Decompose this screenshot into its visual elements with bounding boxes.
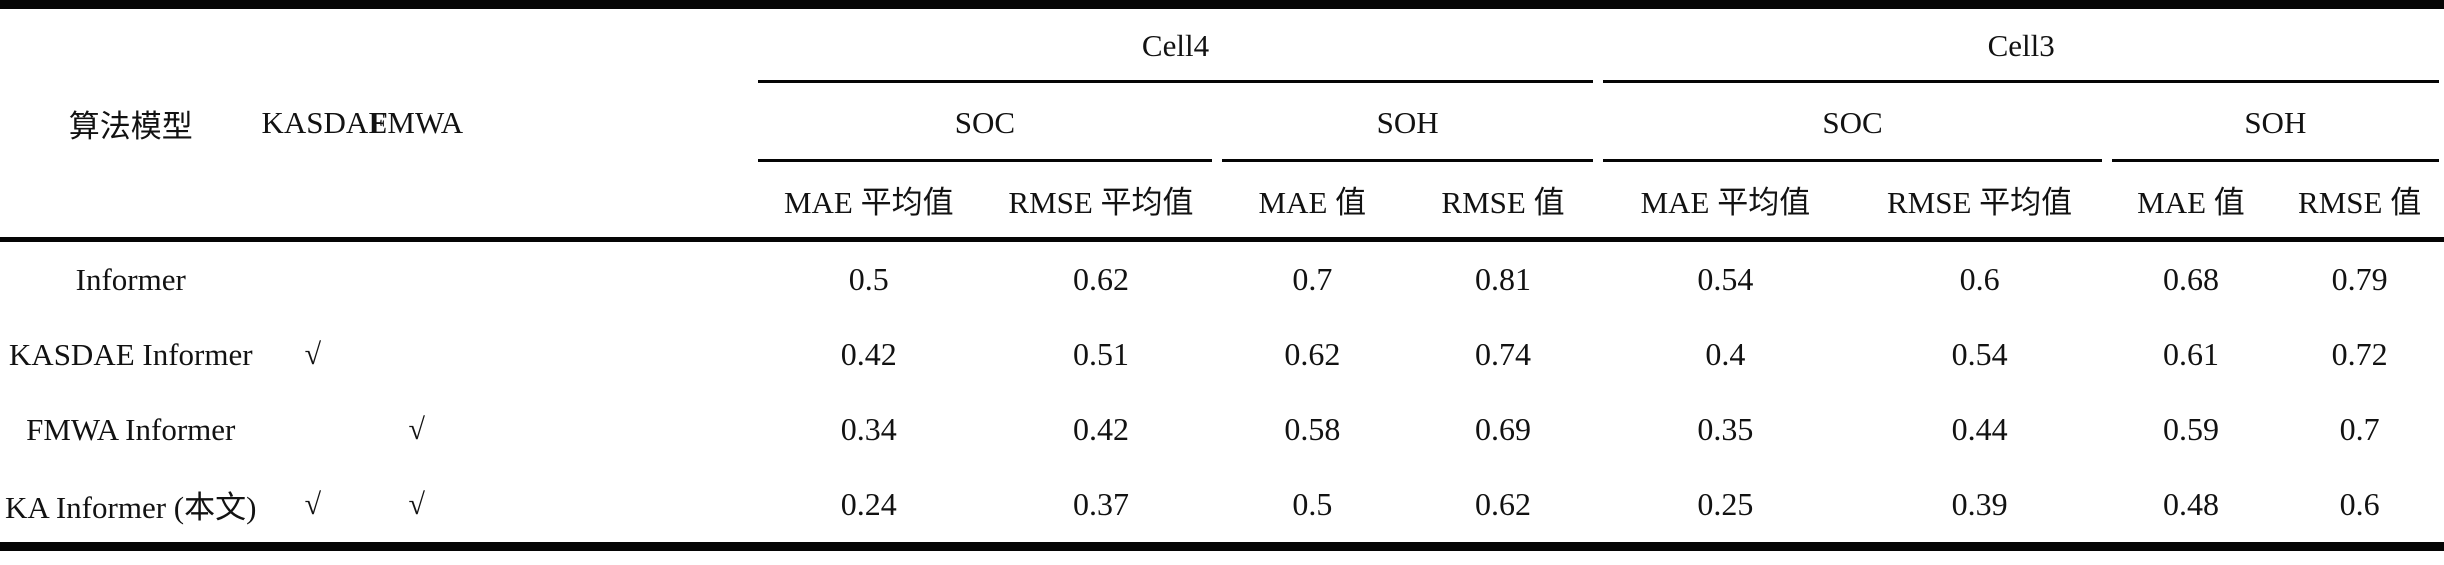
spacer-column — [469, 9, 753, 242]
value-cell4-soc-mae: 0.42 — [840, 336, 897, 372]
table-row-fmwa-informer: FMWA Informer √ 0.34 0.42 0.58 0.69 0.35… — [0, 392, 2444, 467]
subheader-cell4-soh: SOH — [1217, 83, 1598, 162]
value-cell4-soh-rmse: 0.69 — [1475, 411, 1531, 447]
value-cell3-soh-mae: 0.48 — [2162, 486, 2219, 522]
spacer-cell — [469, 392, 753, 467]
value-cell4-soh-mae: 0.58 — [1284, 411, 1341, 447]
value-cell4-soh-rmse: 0.81 — [1475, 261, 1531, 297]
value-cell3-soh-mae: 0.61 — [2162, 336, 2219, 372]
spacer-cell — [469, 467, 753, 542]
value-cell3-soh-mae: 0.59 — [2162, 411, 2219, 447]
spacer-cell — [469, 242, 753, 317]
value-cell3-soh-mae: 0.68 — [2162, 261, 2219, 297]
subheader-cell3-soh: SOH — [2107, 83, 2444, 162]
value-cell3-soc-rmse: 0.54 — [1951, 336, 2008, 372]
value-cell4-soc-rmse: 0.37 — [1072, 486, 1129, 522]
header-row-groups: 算法模型 KASDAE FMWA Cell4 Cell3 — [0, 9, 2444, 242]
value-cell3-soc-mae: 0.54 — [1697, 261, 1754, 297]
table-header: 算法模型 KASDAE FMWA Cell4 Cell3 SOC SOH SOC… — [0, 9, 2444, 242]
value-cell4-soc-mae: 0.5 — [848, 261, 889, 297]
value-cell3-soc-rmse: 0.6 — [1959, 261, 2000, 297]
metric-header-cell4-soh-mae: MAE 值 — [1217, 162, 1408, 242]
value-cell3-soc-rmse: 0.44 — [1951, 411, 2008, 447]
metric-header-cell3-soc-mae: MAE 平均值 — [1598, 162, 1853, 242]
subheader-cell4-soc: SOC — [753, 83, 1217, 162]
value-cell4-soc-rmse: 0.51 — [1072, 336, 1129, 372]
col-header-fmwa: FMWA — [364, 9, 470, 242]
metric-header-cell4-soh-rmse: RMSE 值 — [1407, 162, 1599, 242]
fmwa-check: √ — [408, 412, 425, 446]
value-cell3-soh-rmse: 0.6 — [2339, 486, 2380, 522]
value-cell4-soh-rmse: 0.74 — [1475, 336, 1531, 372]
value-cell3-soc-mae: 0.25 — [1697, 486, 1754, 522]
value-cell4-soc-mae: 0.24 — [840, 486, 897, 522]
group-header-cell3: Cell3 — [1598, 9, 2444, 83]
spacer-cell — [469, 317, 753, 392]
value-cell3-soh-rmse: 0.72 — [2331, 336, 2388, 372]
metric-header-cell4-soc-mae: MAE 平均值 — [752, 162, 985, 242]
value-cell4-soc-rmse: 0.62 — [1072, 261, 1129, 297]
value-cell4-soh-mae: 0.62 — [1284, 336, 1341, 372]
subheader-cell3-soc: SOC — [1598, 83, 2106, 162]
table-row-kasdae-informer: KASDAE Informer √ 0.42 0.51 0.62 0.74 0.… — [0, 317, 2444, 392]
metric-header-cell4-soc-rmse: RMSE 平均值 — [984, 162, 1218, 242]
table-body: Informer 0.5 0.62 0.7 0.81 0.54 0.6 0.68… — [0, 242, 2444, 542]
value-cell4-soc-mae: 0.34 — [840, 411, 897, 447]
value-cell3-soc-mae: 0.4 — [1705, 336, 1746, 372]
col-header-model: 算法模型 — [0, 9, 262, 242]
model-name: Informer — [75, 261, 186, 297]
header-row-subgroups: SOC SOH SOC SOH — [0, 83, 2444, 162]
kasdae-check: √ — [304, 337, 322, 371]
col-header-kasdae: KASDAE — [261, 9, 387, 242]
group-header-cell4: Cell4 — [753, 9, 1599, 83]
metric-header-cell3-soc-rmse: RMSE 平均值 — [1852, 162, 2107, 242]
fmwa-check — [364, 317, 469, 392]
fmwa-check — [364, 242, 469, 317]
value-cell3-soc-mae: 0.35 — [1697, 411, 1754, 447]
value-cell3-soc-rmse: 0.39 — [1951, 486, 2008, 522]
results-table: 算法模型 KASDAE FMWA Cell4 Cell3 SOC SOH SOC… — [0, 0, 2444, 551]
fmwa-check: √ — [408, 487, 425, 521]
metric-header-cell3-soh-rmse: RMSE 值 — [2275, 162, 2444, 242]
value-cell3-soh-rmse: 0.79 — [2331, 261, 2388, 297]
value-cell4-soh-rmse: 0.62 — [1475, 486, 1531, 522]
model-name: KASDAE Informer — [8, 336, 253, 372]
model-name: FMWA Informer — [26, 411, 236, 447]
value-cell4-soc-rmse: 0.42 — [1072, 411, 1129, 447]
value-cell3-soh-rmse: 0.7 — [2339, 411, 2380, 447]
table-row-ka-informer: KA Informer (本文) √ √ 0.24 0.37 0.5 0.62 … — [0, 467, 2444, 542]
metric-header-cell3-soh-mae: MAE 值 — [2106, 162, 2276, 242]
header-row-metrics: MAE 平均值 RMSE 平均值 MAE 值 RMSE 值 MAE 平均值 RM… — [0, 162, 2444, 242]
kasdae-check — [262, 242, 365, 317]
kasdae-check: √ — [304, 487, 322, 521]
value-cell4-soh-mae: 0.5 — [1292, 486, 1333, 522]
table-row-informer: Informer 0.5 0.62 0.7 0.81 0.54 0.6 0.68… — [0, 242, 2444, 317]
model-name: KA Informer (本文) — [5, 490, 257, 525]
kasdae-check — [262, 392, 365, 467]
value-cell4-soh-mae: 0.7 — [1292, 261, 1333, 297]
